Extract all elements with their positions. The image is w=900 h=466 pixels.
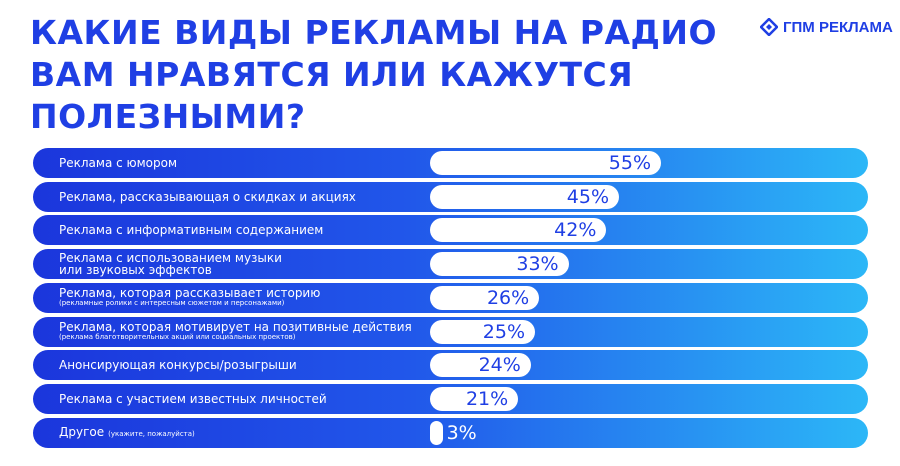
category-text: Реклама, которая мотивирует на позитивны… <box>59 320 412 334</box>
bar <box>430 285 540 310</box>
row: Реклама с юмором 55% <box>33 148 868 178</box>
row: Анонсирующая конкурсы/розыгрыши 24% <box>33 350 868 381</box>
row: Реклама с использованием музыки или звук… <box>33 249 868 280</box>
category-text: Реклама, которая рассказывает историю <box>59 286 321 301</box>
category-text: Анонсирующая конкурсы/розыгрыши <box>59 358 297 373</box>
category-text: Реклама с участием известных личностей <box>59 391 327 406</box>
value-label: 55% <box>608 152 651 174</box>
value-label: 21% <box>465 387 509 410</box>
row: Реклама, рассказывающая о скидках и акци… <box>33 181 868 212</box>
category-text: Реклама с информативным содержанием <box>59 223 324 238</box>
value-label: 24% <box>478 354 521 377</box>
value-label: 42% <box>554 219 597 242</box>
row: Реклама с участием известных личностей 21… <box>33 383 868 414</box>
logo-icon <box>760 18 778 36</box>
bar <box>430 420 443 445</box>
category-label: Реклама с информативным содержанием <box>59 215 323 245</box>
value-label: 3% <box>446 421 477 444</box>
logo-text: ГПМ РЕКЛАМА <box>783 18 893 36</box>
category-note: (реклама благотворительных акций или соц… <box>59 333 296 341</box>
category-label: Реклама, которая рассказывает историю (ре… <box>59 283 320 313</box>
category-label: Реклама, которая мотивирует на позитивны… <box>59 317 412 347</box>
category-label: Анонсирующая конкурсы/розыгрыши <box>59 350 297 380</box>
category-label: Реклама с участием известных личностей <box>59 384 327 414</box>
category-label: Реклама с юмором <box>59 148 177 178</box>
category-text: Реклама с использованием музыки или звук… <box>59 251 282 278</box>
bar <box>430 319 535 344</box>
category-text: Реклама, рассказывающая о скидках и акци… <box>59 189 356 204</box>
value-label: 26% <box>486 286 530 309</box>
row: Другое (укажите, пожалуйста) 3% <box>33 417 868 448</box>
category-label: Реклама с использованием музыки или звук… <box>59 249 282 279</box>
category-note: (укажите, пожалуйста) <box>108 430 195 439</box>
title: КАКИЕ ВИДЫ РЕКЛАМЫ НА РАДИО ВАМ НРАВЯТСЯ… <box>30 13 718 136</box>
row: Реклама, которая мотивирует на позитивны… <box>33 316 868 347</box>
label-line: Другое (укажите, пожалуйста) <box>59 426 195 439</box>
bar <box>430 184 619 209</box>
category-label: Реклама, рассказывающая о скидках и акци… <box>59 182 356 212</box>
category-note: (рекламные ролики с интересным сюжетом и… <box>59 299 285 308</box>
bar <box>430 386 519 411</box>
bar <box>430 252 569 277</box>
logo: ГПМ РЕКЛАМА <box>760 18 893 36</box>
category-text: Другое <box>59 425 105 440</box>
bar <box>430 353 531 378</box>
row: Реклама с информативным содержанием 42% <box>33 215 868 246</box>
bar <box>430 218 607 243</box>
value-label: 25% <box>482 320 525 343</box>
row: Реклама, которая рассказывает историю (ре… <box>33 282 868 313</box>
value-label: 45% <box>566 185 609 208</box>
bar <box>430 151 661 175</box>
category-label: Другое (укажите, пожалуйста) <box>59 418 195 448</box>
value-label: 33% <box>516 253 559 276</box>
category-text: Реклама с юмором <box>59 156 178 170</box>
